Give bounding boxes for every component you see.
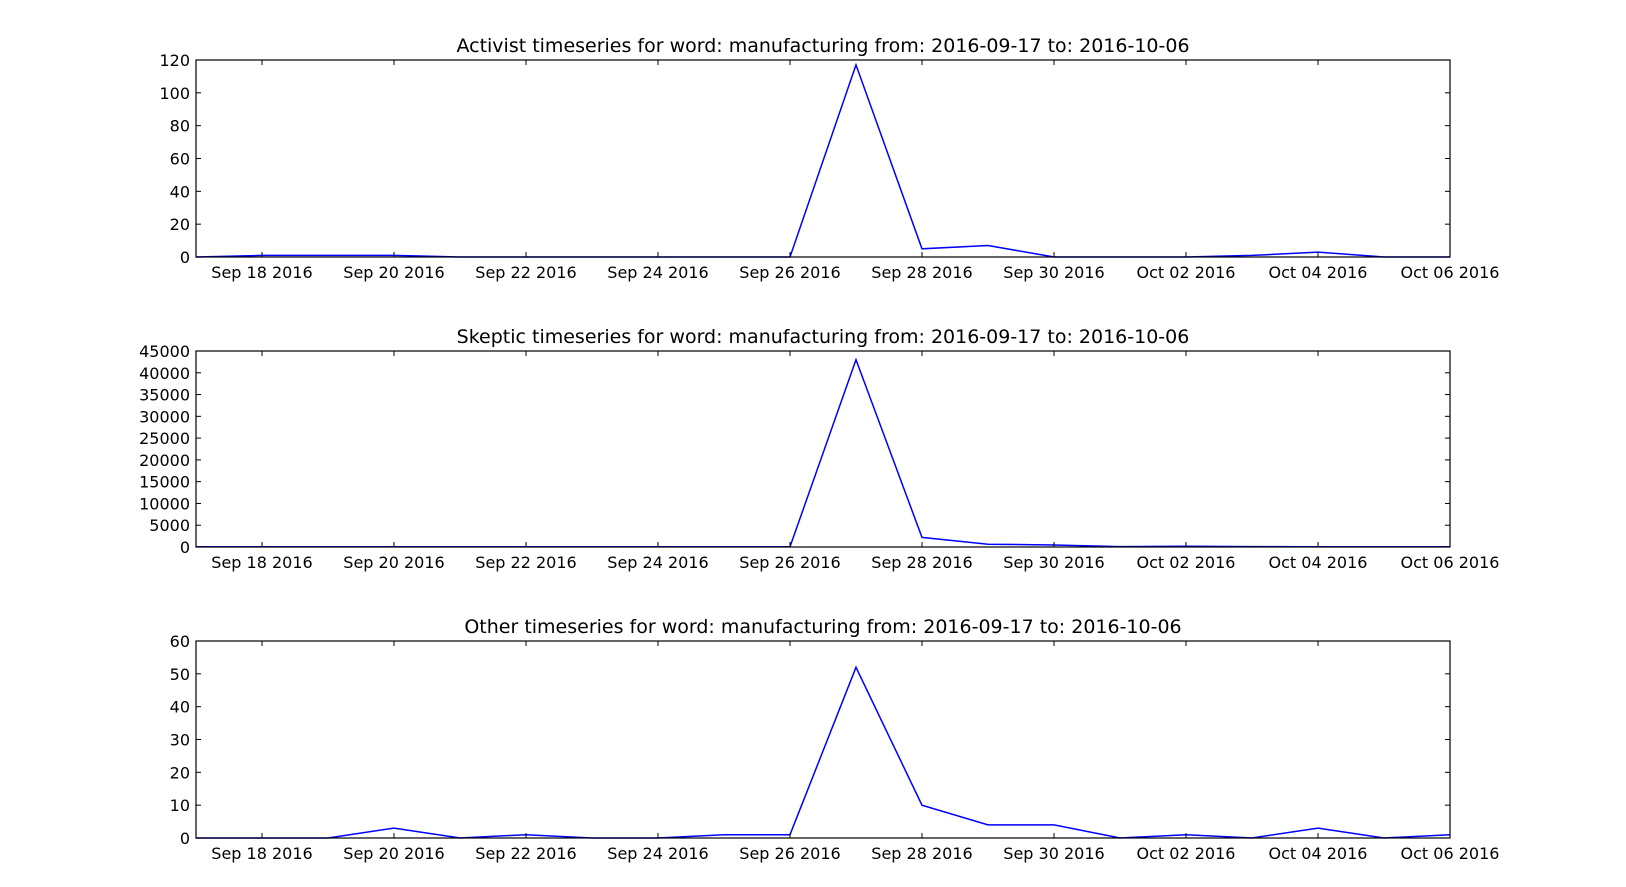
y-tick-label: 25000 — [139, 429, 190, 448]
x-tick-label: Sep 20 2016 — [343, 553, 444, 572]
x-tick-label: Oct 04 2016 — [1269, 263, 1368, 282]
y-tick-label: 40 — [170, 182, 190, 201]
x-tick-label: Oct 04 2016 — [1269, 844, 1368, 863]
y-tick-label: 60 — [170, 150, 190, 169]
chart-panel-1: Activist timeseries for word: manufactur… — [159, 35, 1499, 282]
series-line — [196, 357, 1450, 548]
plot-frame — [195, 350, 1451, 548]
y-tick-label: 30000 — [139, 407, 190, 426]
y-tick-label: 40000 — [139, 364, 190, 383]
y-tick-label: 80 — [170, 117, 190, 136]
series-line — [196, 665, 1451, 839]
y-tick-label: 20000 — [139, 451, 190, 470]
y-tick-label: 35000 — [139, 386, 190, 405]
x-tick-label: Sep 30 2016 — [1003, 844, 1104, 863]
x-tick-label: Oct 04 2016 — [1269, 553, 1368, 572]
y-tick-label: 20 — [170, 215, 190, 234]
y-tick-label: 120 — [159, 51, 190, 70]
x-tick-label: Sep 26 2016 — [739, 553, 840, 572]
x-tick-label: Sep 28 2016 — [871, 553, 972, 572]
y-tick-label: 40 — [170, 698, 190, 717]
x-tick-label: Sep 24 2016 — [607, 844, 708, 863]
y-tick-label: 0 — [180, 538, 190, 557]
x-tick-label: Sep 20 2016 — [343, 263, 444, 282]
x-tick-label: Sep 18 2016 — [211, 844, 312, 863]
y-tick-label: 60 — [170, 632, 190, 651]
x-tick-label: Sep 24 2016 — [607, 263, 708, 282]
x-tick-label: Sep 28 2016 — [871, 263, 972, 282]
chart-panel-3: Other timeseries for word: manufacturing… — [170, 616, 1500, 863]
x-tick-label: Sep 24 2016 — [607, 553, 708, 572]
plot-frame — [195, 640, 1451, 839]
chart-title: Activist timeseries for word: manufactur… — [456, 35, 1189, 57]
x-tick-label: Oct 06 2016 — [1401, 553, 1500, 572]
x-tick-label: Sep 22 2016 — [475, 844, 576, 863]
chart-title: Skeptic timeseries for word: manufacturi… — [457, 326, 1190, 348]
y-tick-label: 100 — [159, 84, 190, 103]
x-tick-label: Oct 02 2016 — [1137, 553, 1236, 572]
y-tick-label: 5000 — [149, 516, 190, 535]
y-tick-label: 0 — [180, 248, 190, 267]
y-tick-label: 50 — [170, 665, 190, 684]
x-tick-label: Sep 26 2016 — [739, 263, 840, 282]
y-tick-label: 0 — [180, 829, 190, 848]
x-tick-label: Sep 18 2016 — [211, 553, 312, 572]
plot-frame — [195, 59, 1451, 258]
x-tick-label: Sep 22 2016 — [475, 553, 576, 572]
x-tick-label: Sep 30 2016 — [1003, 553, 1104, 572]
chart-title: Other timeseries for word: manufacturing… — [464, 616, 1181, 638]
x-tick-label: Oct 06 2016 — [1401, 263, 1500, 282]
x-tick-label: Sep 18 2016 — [211, 263, 312, 282]
x-tick-label: Sep 26 2016 — [739, 844, 840, 863]
y-tick-label: 15000 — [139, 473, 190, 492]
y-tick-label: 45000 — [139, 342, 190, 361]
chart-panel-2: Skeptic timeseries for word: manufacturi… — [139, 326, 1499, 572]
x-tick-label: Oct 06 2016 — [1401, 844, 1500, 863]
x-tick-label: Oct 02 2016 — [1137, 844, 1236, 863]
x-tick-label: Sep 20 2016 — [343, 844, 444, 863]
y-tick-label: 10000 — [139, 494, 190, 513]
y-tick-label: 30 — [170, 731, 190, 750]
x-tick-label: Sep 28 2016 — [871, 844, 972, 863]
y-tick-label: 10 — [170, 796, 190, 815]
x-tick-label: Oct 02 2016 — [1137, 263, 1236, 282]
x-tick-label: Sep 22 2016 — [475, 263, 576, 282]
x-tick-label: Sep 30 2016 — [1003, 263, 1104, 282]
series-line — [195, 62, 1450, 258]
y-tick-label: 20 — [170, 763, 190, 782]
